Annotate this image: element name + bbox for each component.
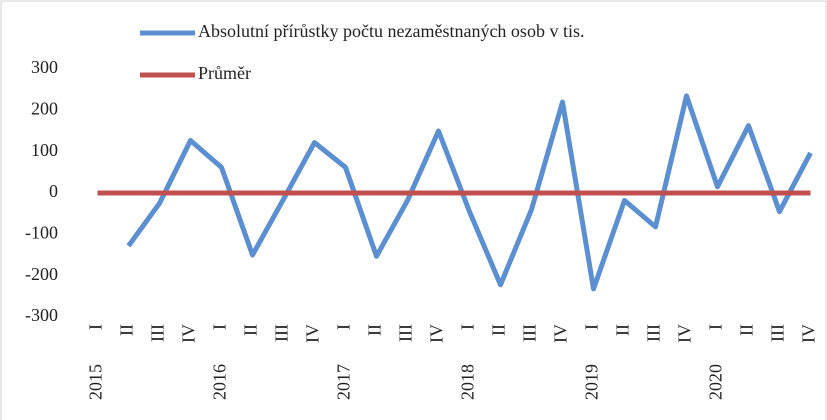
y-tick-label: -300 bbox=[25, 305, 58, 325]
y-tick-label: -200 bbox=[25, 264, 58, 284]
x-group-label: 2017 bbox=[334, 364, 354, 400]
legend-label: Absolutní přírůstky počtu nezaměstnaných… bbox=[198, 21, 584, 41]
x-tick-label: IV bbox=[179, 324, 199, 343]
x-tick-label: I bbox=[210, 324, 230, 330]
y-tick-label: 200 bbox=[31, 98, 58, 118]
y-tick-label: 0 bbox=[49, 181, 58, 201]
y-tick-label: -100 bbox=[25, 222, 58, 242]
x-tick-label: III bbox=[520, 324, 540, 342]
x-tick-label: I bbox=[334, 324, 354, 330]
x-tick-label: II bbox=[241, 324, 261, 336]
x-group-label: 2015 bbox=[86, 364, 106, 400]
x-tick-label: II bbox=[489, 324, 509, 336]
x-tick-label: II bbox=[737, 324, 757, 336]
x-tick-label: IV bbox=[799, 324, 819, 343]
x-tick-label: I bbox=[458, 324, 478, 330]
x-tick-label: I bbox=[706, 324, 726, 330]
x-tick-label: IV bbox=[551, 324, 571, 343]
y-tick-label: 100 bbox=[31, 140, 58, 160]
x-tick-label: IV bbox=[427, 324, 447, 343]
series-line bbox=[126, 93, 813, 292]
x-tick-label: III bbox=[644, 324, 664, 342]
x-group-label: 2019 bbox=[582, 364, 602, 400]
x-tick-label: II bbox=[613, 324, 633, 336]
x-tick-label: I bbox=[582, 324, 602, 330]
y-tick-label: 300 bbox=[31, 57, 58, 77]
legend-label: Průměr bbox=[198, 63, 251, 83]
x-tick-label: II bbox=[117, 324, 137, 336]
x-tick-label: III bbox=[396, 324, 416, 342]
x-tick-label: III bbox=[768, 324, 788, 342]
x-tick-label: II bbox=[365, 324, 385, 336]
x-group-label: 2020 bbox=[706, 364, 726, 400]
x-group-label: 2016 bbox=[210, 364, 230, 400]
x-tick-label: IV bbox=[675, 324, 695, 343]
x-tick-label: III bbox=[148, 324, 168, 342]
x-tick-label: III bbox=[272, 324, 292, 342]
x-tick-label: I bbox=[86, 324, 106, 330]
x-tick-label: IV bbox=[303, 324, 323, 343]
x-group-label: 2018 bbox=[458, 364, 478, 400]
